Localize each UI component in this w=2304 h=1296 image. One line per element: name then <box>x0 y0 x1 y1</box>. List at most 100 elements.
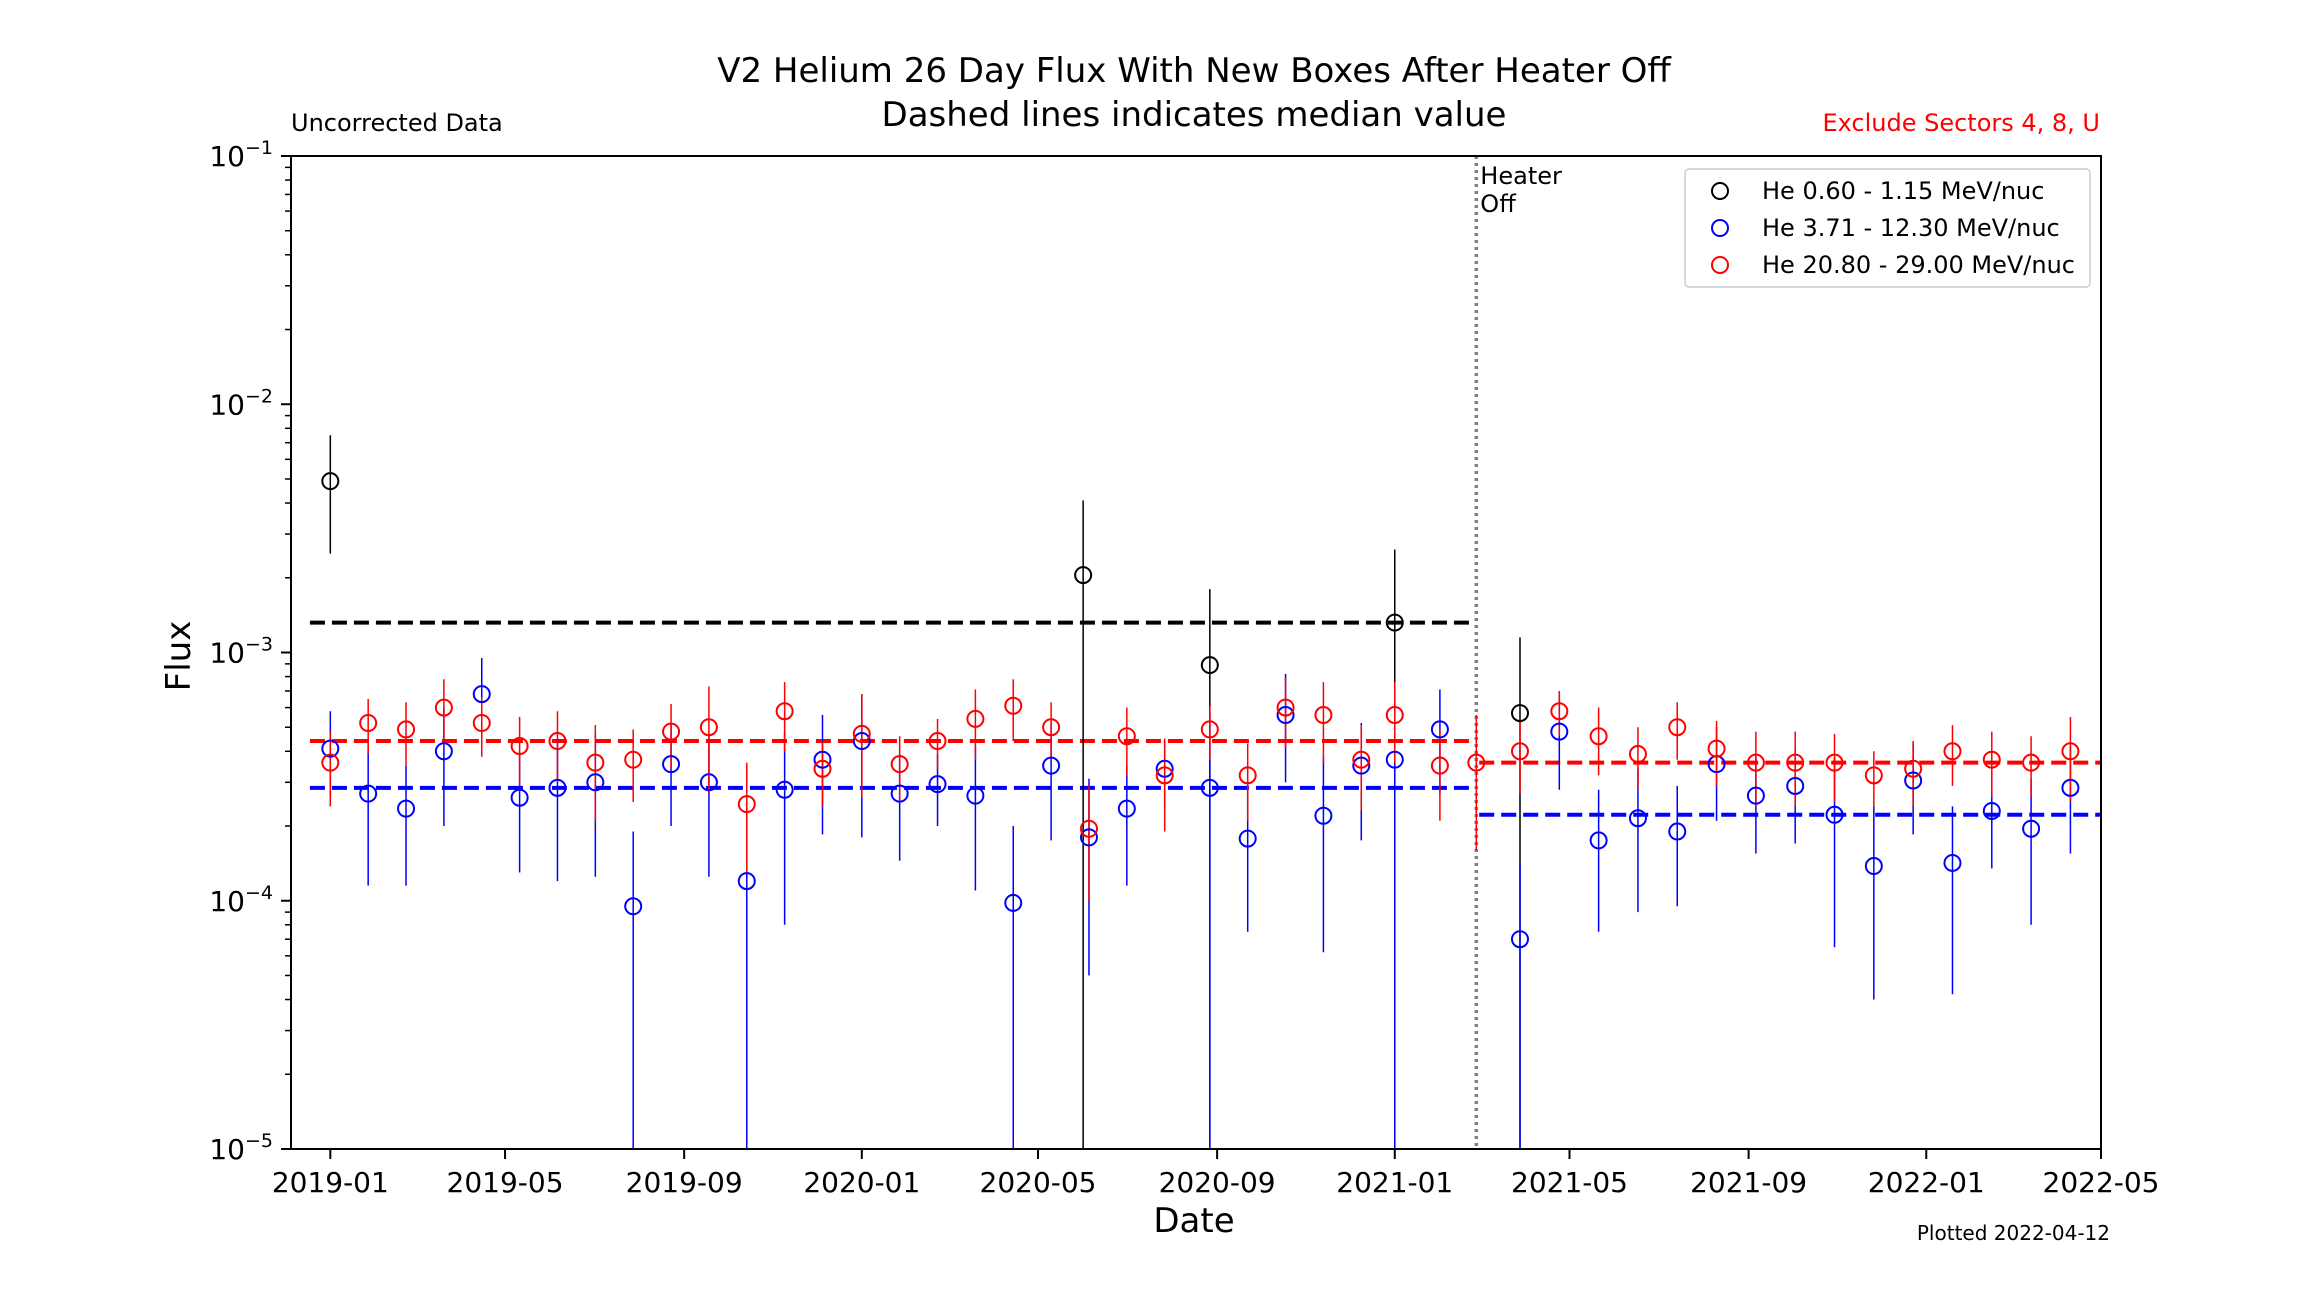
data-point-series-1 <box>510 788 529 807</box>
x-tick-label: 2022-01 <box>1868 1166 1985 1199</box>
data-point-series-1 <box>1825 805 1844 824</box>
data-point-series-2 <box>1904 759 1923 778</box>
legend-marker-series-2 <box>1711 256 1729 274</box>
data-point-series-1 <box>1550 722 1569 741</box>
data-point-series-2 <box>1589 727 1608 746</box>
data-point-series-0 <box>1385 613 1404 632</box>
x-tick-label: 2019-05 <box>447 1166 564 1199</box>
legend-marker-series-1 <box>1711 219 1729 237</box>
data-point-series-1 <box>1004 893 1023 912</box>
data-point-series-1 <box>775 780 794 799</box>
data-point-series-1 <box>1117 799 1136 818</box>
data-point-series-1 <box>1746 786 1765 805</box>
data-point-series-2 <box>397 720 416 739</box>
x-axis-label: Date <box>1153 1201 1234 1241</box>
data-point-series-1 <box>1864 857 1883 876</box>
plotted-date: Plotted 2022-04-12 <box>1917 1221 2110 1245</box>
y-axis-ticks: 10−1 10−2 10−3 10−4 10−5 <box>209 137 291 1166</box>
data-point-series-1 <box>852 732 871 751</box>
data-point-series-2 <box>1864 766 1883 785</box>
data-point-series-1 <box>586 773 605 792</box>
data-point-series-1 <box>321 739 340 758</box>
y-tick-label: 10−3 <box>209 634 273 670</box>
x-tick-label: 2020-09 <box>1159 1166 1276 1199</box>
x-tick-label: 2020-01 <box>803 1166 920 1199</box>
y-tick-label: 10−5 <box>209 1130 273 1166</box>
error-bars <box>329 435 2072 1149</box>
data-point-series-1 <box>1200 778 1219 797</box>
data-point-series-1 <box>890 784 909 803</box>
median-lines <box>309 620 2101 817</box>
legend-label-series-1: He 3.71 - 12.30 MeV/nuc <box>1762 214 2060 242</box>
data-point-series-2 <box>890 755 909 774</box>
x-tick-label: 2021-01 <box>1336 1166 1453 1199</box>
x-tick-label: 2019-01 <box>272 1166 389 1199</box>
data-point-series-1 <box>1079 828 1098 847</box>
data-point-series-1 <box>1982 801 2001 820</box>
data-point-series-1 <box>359 784 378 803</box>
data-point-series-1 <box>1628 809 1647 828</box>
data-point-series-1 <box>737 872 756 891</box>
data-point-series-2 <box>662 722 681 741</box>
data-point-series-2 <box>586 753 605 772</box>
data-point-series-2 <box>1746 753 1765 772</box>
data-point-series-2 <box>1155 766 1174 785</box>
data-point-series-2 <box>624 750 643 769</box>
data-point-series-2 <box>472 714 491 733</box>
data-point-series-2 <box>1668 718 1687 737</box>
uncorrected-data-label: Uncorrected Data <box>291 109 503 137</box>
data-point-series-2 <box>1467 753 1486 772</box>
data-point-series-2 <box>1314 706 1333 725</box>
data-point-series-1 <box>397 799 416 818</box>
data-point-series-1 <box>472 685 491 704</box>
data-point-series-2 <box>928 732 947 751</box>
data-point-series-2 <box>1943 742 1962 761</box>
data-point-series-2 <box>1200 720 1219 739</box>
data-point-series-2 <box>699 718 718 737</box>
legend-label-series-2: He 20.80 - 29.00 MeV/nuc <box>1762 251 2075 279</box>
data-point-series-2 <box>1004 696 1023 715</box>
data-point-series-2 <box>1510 742 1529 761</box>
data-point-series-1 <box>1904 771 1923 790</box>
legend-marker-series-0 <box>1711 182 1729 200</box>
data-point-series-1 <box>434 742 453 761</box>
data-point-series-1 <box>966 786 985 805</box>
heater-off-marker: Heater Off <box>1474 156 1562 1149</box>
data-point-series-2 <box>813 759 832 778</box>
legend: He 0.60 - 1.15 MeV/nuc He 3.71 - 12.30 Me… <box>1684 168 2091 288</box>
data-point-series-1 <box>2061 778 2080 797</box>
x-tick-label: 2021-05 <box>1511 1166 1628 1199</box>
legend-label-series-0: He 0.60 - 1.15 MeV/nuc <box>1762 177 2044 205</box>
heater-off-label-line2: Off <box>1480 190 1516 218</box>
data-point-series-1 <box>662 755 681 774</box>
heater-off-label-line1: Heater <box>1480 162 1562 190</box>
data-point-series-1 <box>1430 720 1449 739</box>
data-point-series-1 <box>928 775 947 794</box>
x-tick-label: 2019-09 <box>626 1166 743 1199</box>
data-point-series-0 <box>321 472 340 491</box>
data-point-series-1 <box>1786 776 1805 795</box>
data-point-series-2 <box>1276 698 1295 717</box>
data-point-series-2 <box>1982 750 2001 769</box>
data-point-series-2 <box>1550 702 1569 721</box>
data-point-series-1 <box>1510 930 1529 949</box>
data-point-series-2 <box>1385 706 1404 725</box>
chart-title: V2 Helium 26 Day Flux With New Boxes Aft… <box>717 51 1672 91</box>
y-axis-label: Flux <box>159 621 199 692</box>
data-point-series-2 <box>852 724 871 743</box>
data-point-series-2 <box>359 714 378 733</box>
data-point-series-1 <box>624 897 643 916</box>
x-tick-label: 2022-05 <box>2043 1166 2160 1199</box>
data-point-series-1 <box>548 778 567 797</box>
data-point-series-2 <box>775 702 794 721</box>
y-tick-label: 10−1 <box>209 137 273 173</box>
x-tick-label: 2021-09 <box>1690 1166 1807 1199</box>
data-point-series-2 <box>737 795 756 814</box>
data-point-series-2 <box>1079 819 1098 838</box>
data-point-series-2 <box>1628 745 1647 764</box>
data-point-series-2 <box>1786 753 1805 772</box>
legend-box <box>1684 168 2091 288</box>
data-point-series-2 <box>2022 753 2041 772</box>
data-points <box>321 472 2080 949</box>
